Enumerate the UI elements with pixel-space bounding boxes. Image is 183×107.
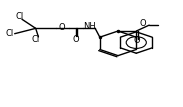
- Text: Cl: Cl: [31, 35, 40, 44]
- Text: O: O: [134, 36, 140, 45]
- Text: O: O: [140, 19, 147, 28]
- Text: Cl: Cl: [6, 29, 14, 38]
- Text: NH: NH: [83, 22, 96, 31]
- Text: Cl: Cl: [15, 12, 23, 21]
- Text: O: O: [59, 23, 66, 32]
- Text: O: O: [73, 35, 79, 44]
